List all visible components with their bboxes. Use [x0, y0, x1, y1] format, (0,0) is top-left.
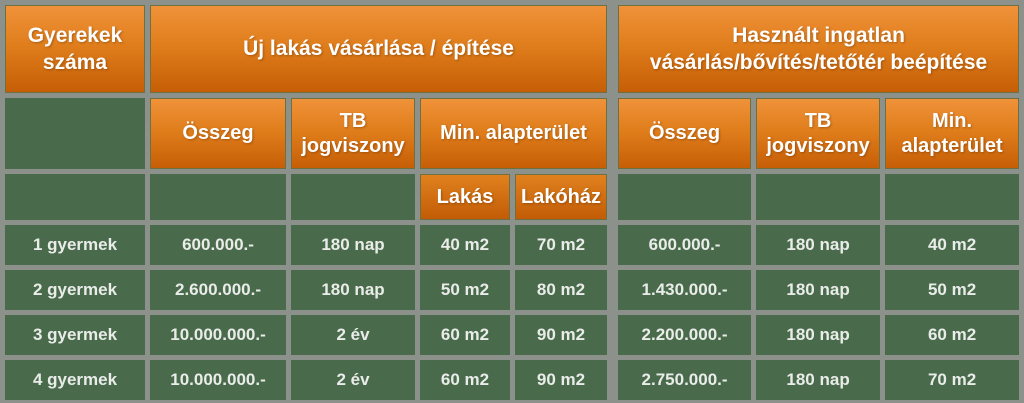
header-amount-used: Összeg	[618, 98, 752, 169]
header-tb-new: TB jogviszony	[291, 98, 415, 169]
cell-used-amount: 1.430.000.-	[618, 270, 752, 310]
header-min-area-used: Min. alapterület	[885, 98, 1020, 169]
cell-used-min-area: 70 m2	[885, 360, 1020, 400]
header-tb-used: TB jogviszony	[756, 98, 881, 169]
empty-cell	[5, 98, 145, 169]
subheader-apartment: Lakás	[420, 174, 510, 220]
table-row: 4 gyermek 10.000.000.- 2 év 60 m2 90 m2 …	[5, 360, 1020, 400]
cell-used-amount: 600.000.-	[618, 225, 752, 265]
group-gap	[612, 174, 613, 220]
cell-used-min-area: 60 m2	[885, 315, 1020, 355]
table-row: 1 gyermek 600.000.- 180 nap 40 m2 70 m2 …	[5, 225, 1020, 265]
group-header-row: Gyerekek száma Új lakás vásárlása / épít…	[5, 5, 1020, 93]
cell-new-amount: 10.000.000.-	[150, 315, 286, 355]
group-gap	[612, 270, 613, 310]
cell-new-min-apartment: 60 m2	[420, 315, 510, 355]
group-gap	[612, 315, 613, 355]
group-gap	[612, 5, 613, 93]
empty-cell	[150, 174, 286, 220]
cell-new-amount: 600.000.-	[150, 225, 286, 265]
subheader-house: Lakóház	[515, 174, 608, 220]
cell-new-min-house: 90 m2	[515, 360, 608, 400]
cell-new-tb: 180 nap	[291, 270, 415, 310]
cell-new-min-apartment: 50 m2	[420, 270, 510, 310]
header-used-home-line2: vásárlás/bővítés/tetőtér beépítése	[649, 51, 988, 74]
cell-new-min-apartment: 40 m2	[420, 225, 510, 265]
header-children-count: Gyerekek száma	[5, 5, 145, 93]
cell-new-min-house: 70 m2	[515, 225, 608, 265]
cell-new-min-apartment: 60 m2	[420, 360, 510, 400]
cell-used-min-area: 50 m2	[885, 270, 1020, 310]
cell-used-tb: 180 nap	[756, 225, 881, 265]
table-row: 2 gyermek 2.600.000.- 180 nap 50 m2 80 m…	[5, 270, 1020, 310]
cell-used-tb: 180 nap	[756, 270, 881, 310]
row-label: 2 gyermek	[5, 270, 145, 310]
cell-used-tb: 180 nap	[756, 360, 881, 400]
subheader-row: Lakás Lakóház	[5, 174, 1020, 220]
cell-used-amount: 2.750.000.-	[618, 360, 752, 400]
cell-new-tb: 180 nap	[291, 225, 415, 265]
header-used-home: Használt ingatlan vásárlás/bővítés/tetőt…	[618, 5, 1020, 93]
empty-cell	[756, 174, 881, 220]
header-new-home: Új lakás vásárlása / építése	[150, 5, 608, 93]
header-used-home-line1: Használt ingatlan	[732, 23, 905, 47]
empty-cell	[618, 174, 752, 220]
empty-cell	[291, 174, 415, 220]
group-gap	[612, 225, 613, 265]
empty-cell	[5, 174, 145, 220]
row-label: 1 gyermek	[5, 225, 145, 265]
cell-new-min-house: 80 m2	[515, 270, 608, 310]
group-gap	[612, 98, 613, 169]
cell-new-tb: 2 év	[291, 315, 415, 355]
cell-new-amount: 2.600.000.-	[150, 270, 286, 310]
cell-used-tb: 180 nap	[756, 315, 881, 355]
cell-used-min-area: 40 m2	[885, 225, 1020, 265]
cell-new-amount: 10.000.000.-	[150, 360, 286, 400]
header-min-area-new: Min. alapterület	[420, 98, 608, 169]
table-row: 3 gyermek 10.000.000.- 2 év 60 m2 90 m2 …	[5, 315, 1020, 355]
cell-new-min-house: 90 m2	[515, 315, 608, 355]
cell-used-amount: 2.200.000.-	[618, 315, 752, 355]
row-label: 4 gyermek	[5, 360, 145, 400]
row-label: 3 gyermek	[5, 315, 145, 355]
empty-cell	[885, 174, 1020, 220]
header-amount-new: Összeg	[150, 98, 286, 169]
group-gap	[612, 360, 613, 400]
cell-new-tb: 2 év	[291, 360, 415, 400]
column-header-row: Összeg TB jogviszony Min. alapterület Ös…	[5, 98, 1020, 169]
